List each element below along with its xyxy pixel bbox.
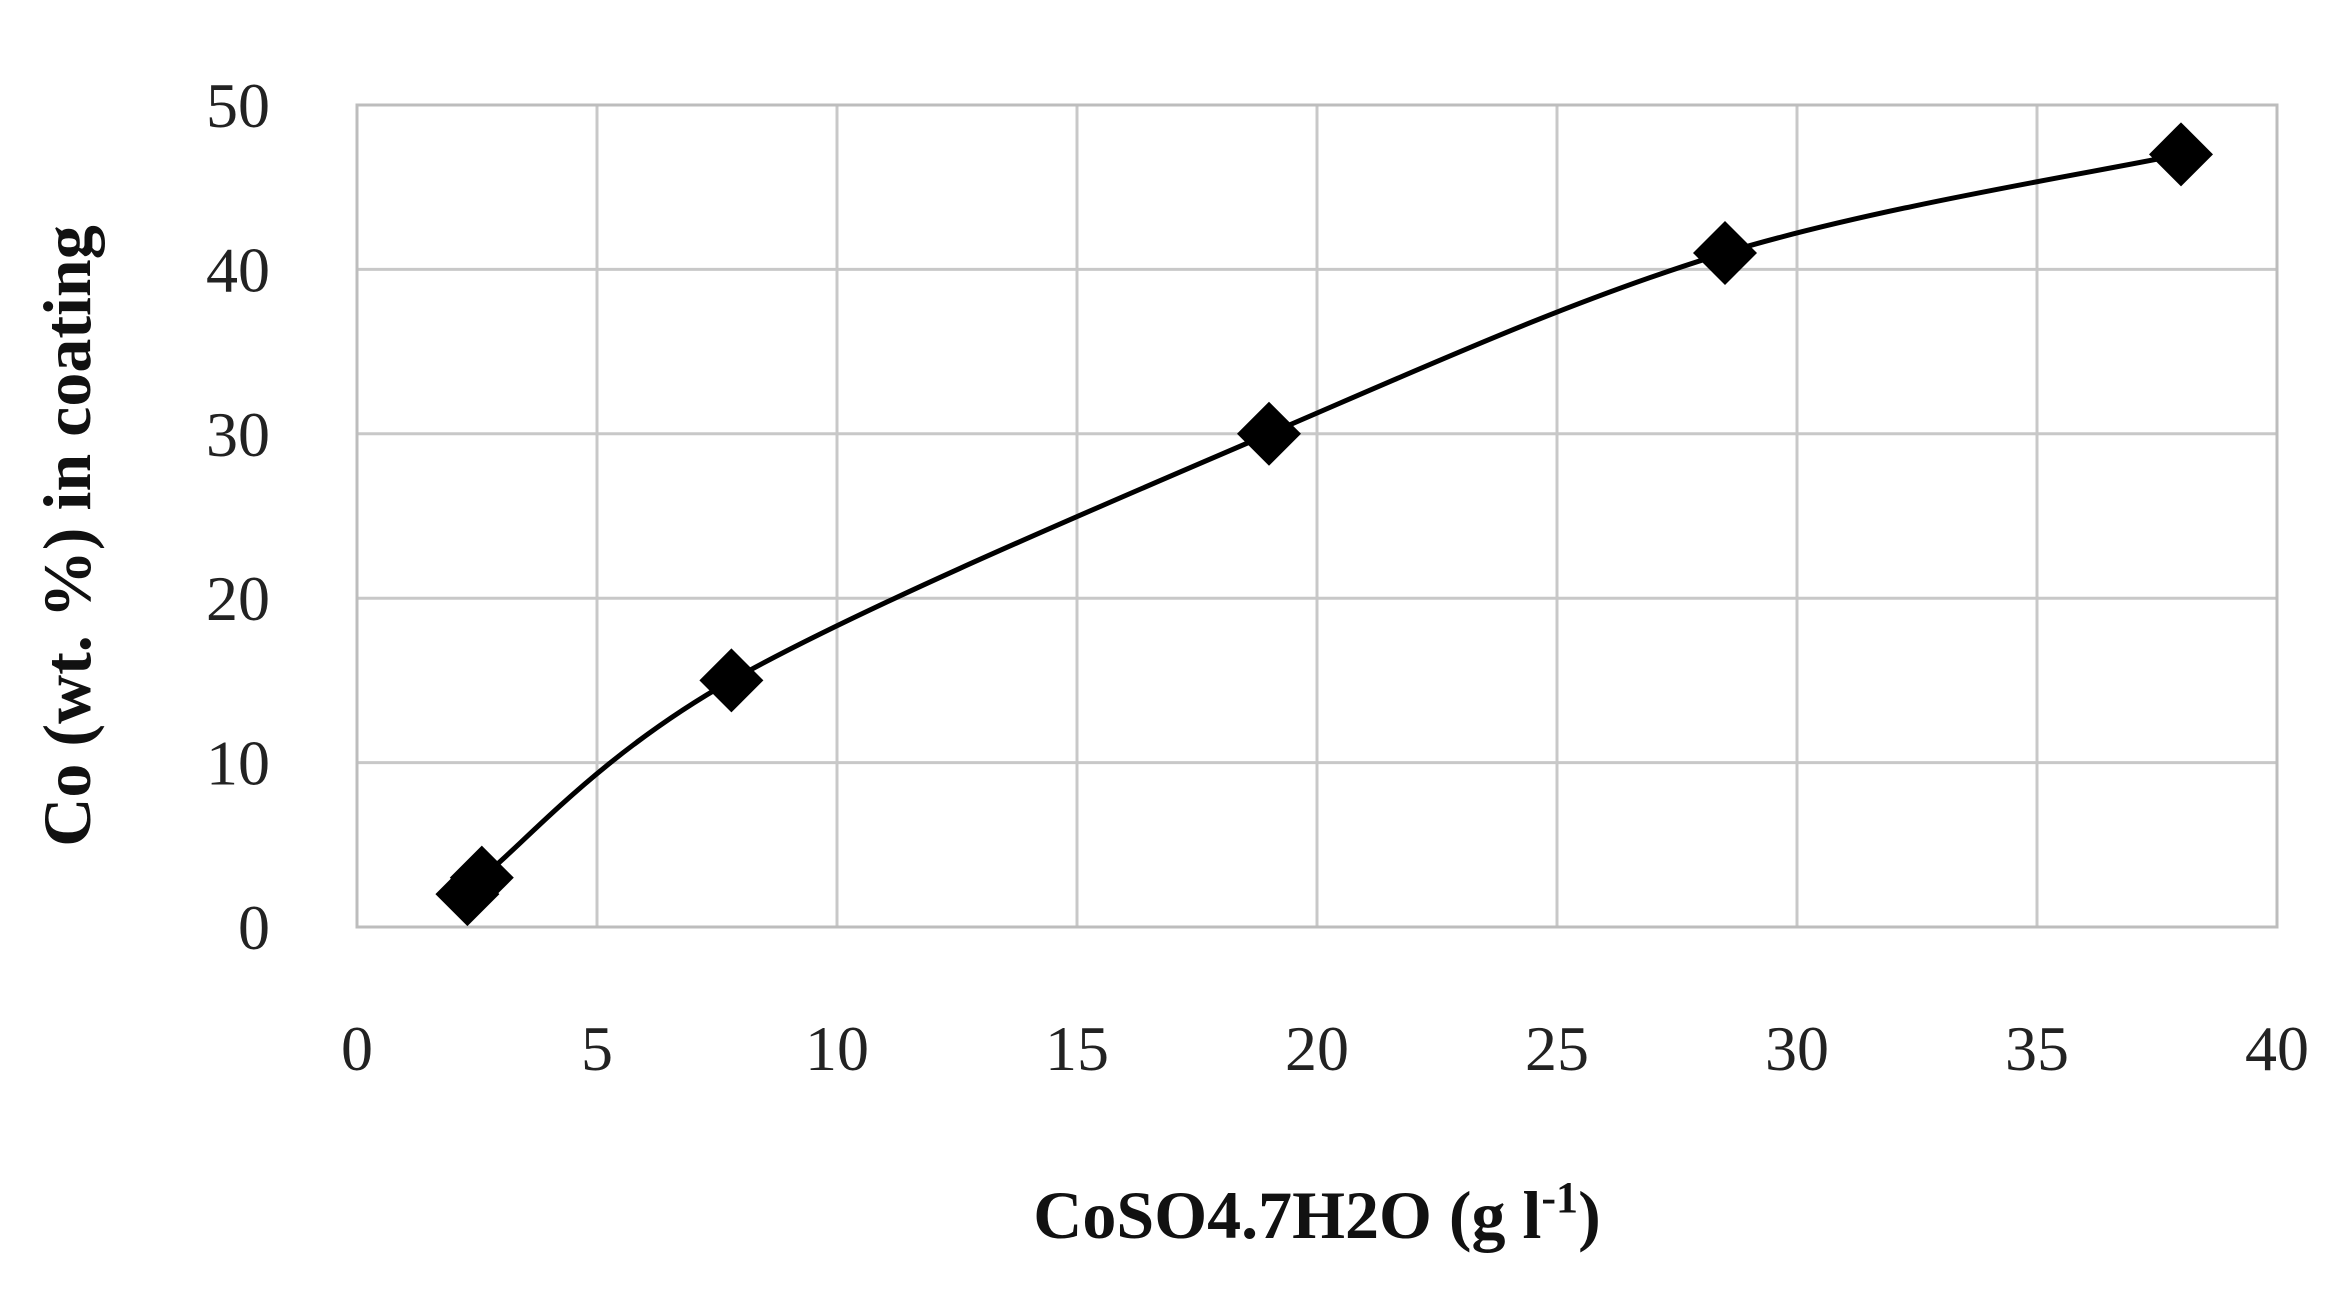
x-tick-label-7: 35 <box>2005 1013 2069 1084</box>
x-tick-label-6: 30 <box>1765 1013 1829 1084</box>
x-tick-label-3: 15 <box>1045 1013 1109 1084</box>
data-point-2 <box>699 648 764 713</box>
y-axis-title: Co (wt. %) in coating <box>29 225 105 846</box>
x-tick-label-0: 0 <box>341 1013 373 1084</box>
x-tick-label-8: 40 <box>2245 1013 2309 1084</box>
data-point-1 <box>449 845 514 910</box>
y-axis-ticks: 0 10 20 30 40 50 <box>206 70 270 963</box>
x-axis-title-superscript: -1 <box>1541 1173 1578 1222</box>
x-axis-title-suffix: ) <box>1578 1177 1601 1253</box>
data-point-3 <box>1237 401 1301 466</box>
series <box>435 122 2213 927</box>
data-point-4 <box>1693 220 1757 285</box>
y-tick-label-0: 0 <box>238 892 270 963</box>
y-tick-label-4: 40 <box>206 234 270 305</box>
y-tick-label-5: 50 <box>206 70 270 141</box>
y-tick-label-2: 20 <box>206 563 270 634</box>
x-tick-label-5: 25 <box>1525 1013 1589 1084</box>
x-tick-label-2: 10 <box>805 1013 869 1084</box>
data-point-5 <box>2149 122 2213 187</box>
x-axis-title: CoSO4.7H2O (g l-1) <box>1033 1173 1600 1253</box>
y-tick-label-3: 30 <box>206 399 270 470</box>
y-tick-label-1: 10 <box>206 728 270 799</box>
x-axis-title-main: CoSO4.7H2O (g l <box>1033 1177 1541 1253</box>
x-tick-label-4: 20 <box>1285 1013 1349 1084</box>
series-0-line <box>455 151 2182 901</box>
x-tick-label-1: 5 <box>581 1013 613 1084</box>
x-axis-ticks: 0 5 10 15 20 25 30 35 40 <box>341 1013 2309 1084</box>
plot-border <box>355 103 2279 929</box>
